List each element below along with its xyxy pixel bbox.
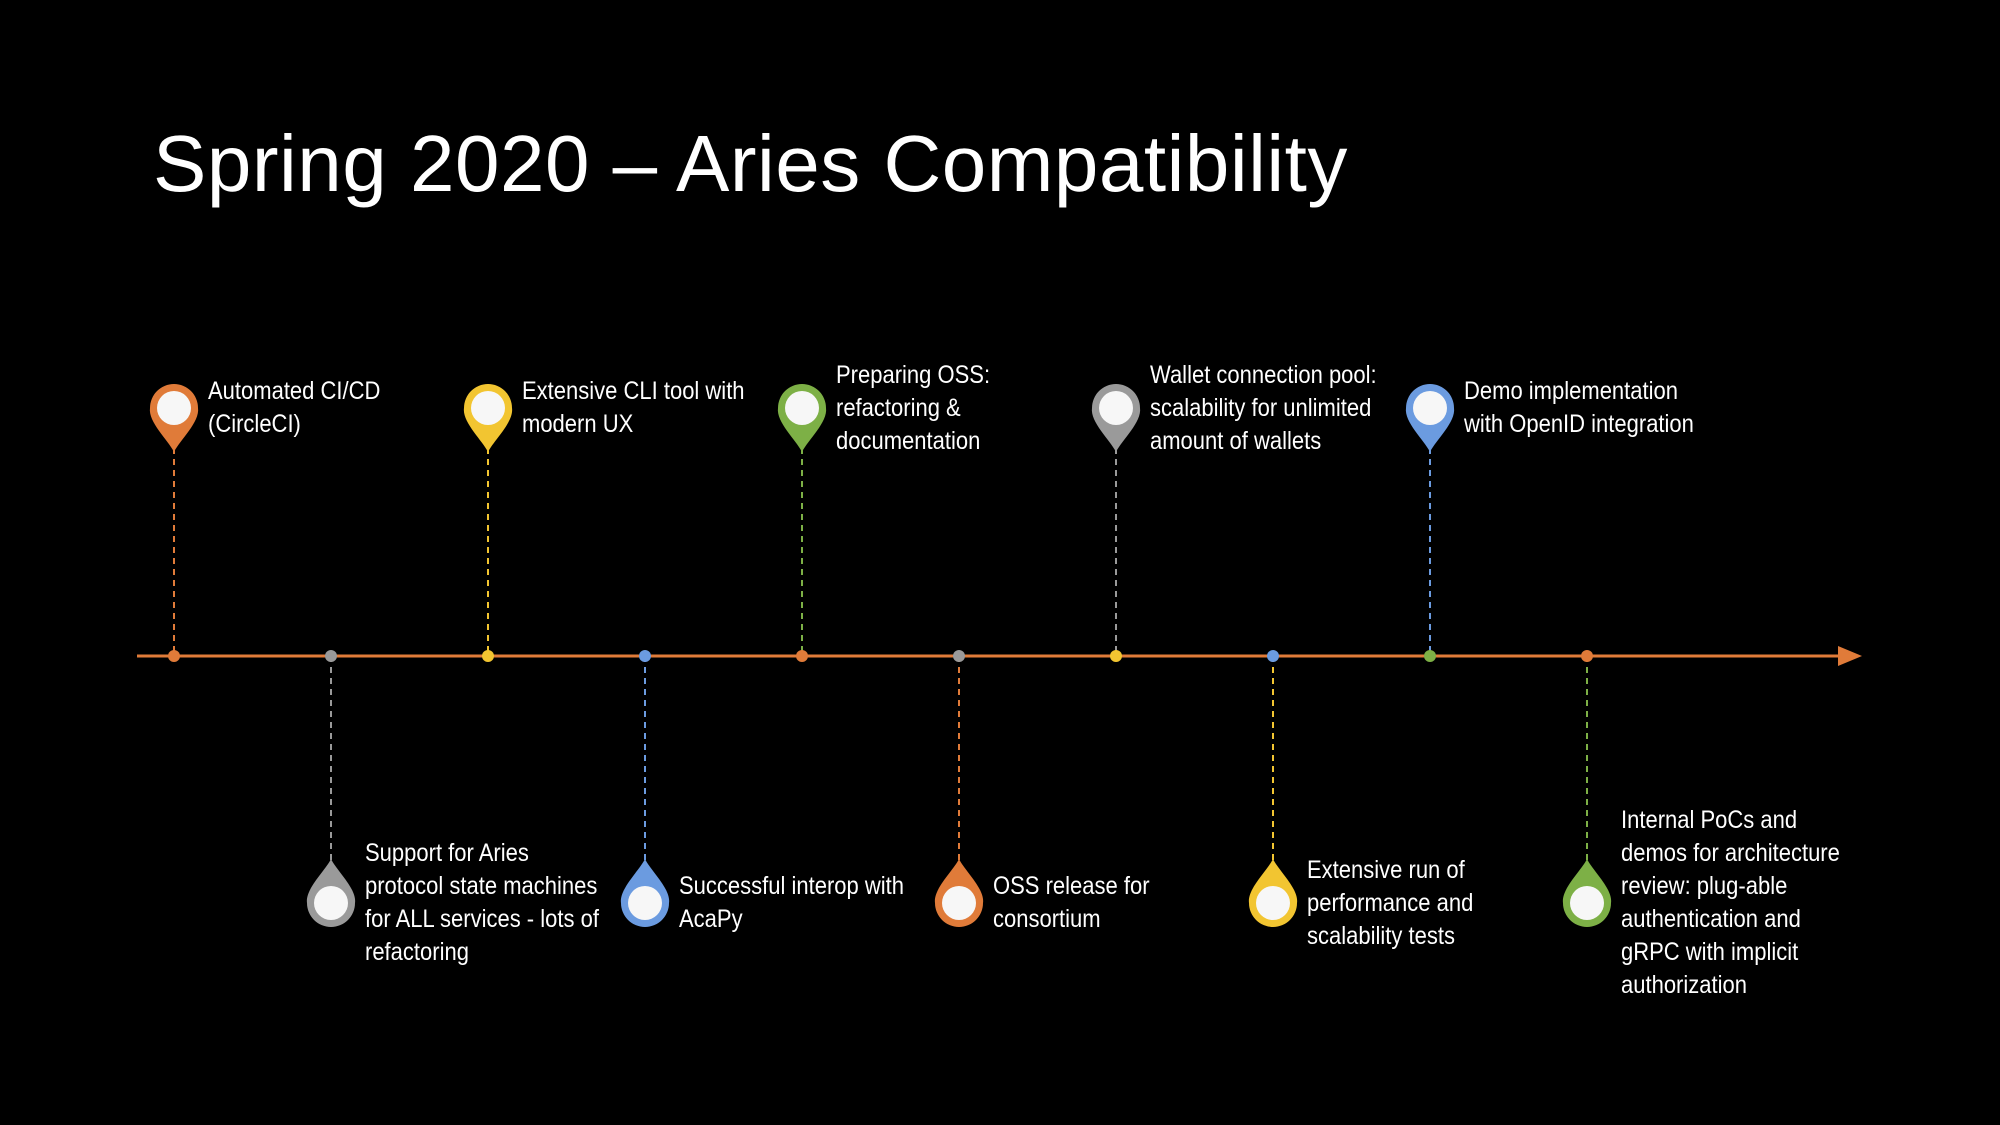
axis-dot-3 [482, 650, 494, 662]
pin-center [942, 886, 976, 920]
map-pin-icon [934, 859, 984, 927]
pin-center [1413, 391, 1447, 425]
milestone-label-m2: Support for Aries protocol state machine… [365, 839, 599, 966]
map-pin-icon [463, 384, 513, 452]
milestone-label-m4: Successful interop with AcaPy [679, 872, 905, 933]
pin-center [157, 391, 191, 425]
pin-center [628, 886, 662, 920]
milestone-label-m10: Internal PoCs and demos for architecture… [1621, 806, 1840, 999]
axis-dot-6 [953, 650, 965, 662]
milestone-label-m1: Automated CI/CD (CircleCI) [208, 377, 381, 438]
milestone-label-m6: OSS release for consortium [993, 872, 1150, 933]
pin-center [1099, 391, 1133, 425]
map-pin-icon [1405, 384, 1455, 452]
pin-center [785, 391, 819, 425]
map-pin-icon [149, 384, 199, 452]
axis-dot-2 [325, 650, 337, 662]
axis-dot-1 [168, 650, 180, 662]
milestone-label-m5: Preparing OSS: refactoring & documentati… [836, 360, 991, 455]
map-pin-icon [620, 859, 670, 927]
milestone-label-m7: Wallet connection pool: scalability for … [1150, 360, 1377, 455]
map-pin-icon [1248, 859, 1298, 927]
milestone-label-m9: Demo implementation with OpenID integrat… [1464, 377, 1694, 438]
axis-dot-7 [1110, 650, 1122, 662]
slide-title: Spring 2020 – Aries Compatibility [153, 119, 1348, 208]
pin-center [1256, 886, 1290, 920]
map-pin-icon [1091, 384, 1141, 452]
milestone-label-m8: Extensive run of performance and scalabi… [1307, 855, 1474, 950]
axis-dot-5 [796, 650, 808, 662]
axis-dot-9 [1424, 650, 1436, 662]
map-pin-icon [777, 384, 827, 452]
axis-dot-10 [1581, 650, 1593, 662]
axis-dot-8 [1267, 650, 1279, 662]
pin-center [471, 391, 505, 425]
map-pin-icon [1562, 859, 1612, 927]
map-pin-icon [306, 859, 356, 927]
milestone-label-m3: Extensive CLI tool with modern UX [522, 377, 745, 438]
timeline-arrowhead [1838, 646, 1862, 666]
pin-center [314, 886, 348, 920]
pin-center [1570, 886, 1604, 920]
axis-dot-4 [639, 650, 651, 662]
